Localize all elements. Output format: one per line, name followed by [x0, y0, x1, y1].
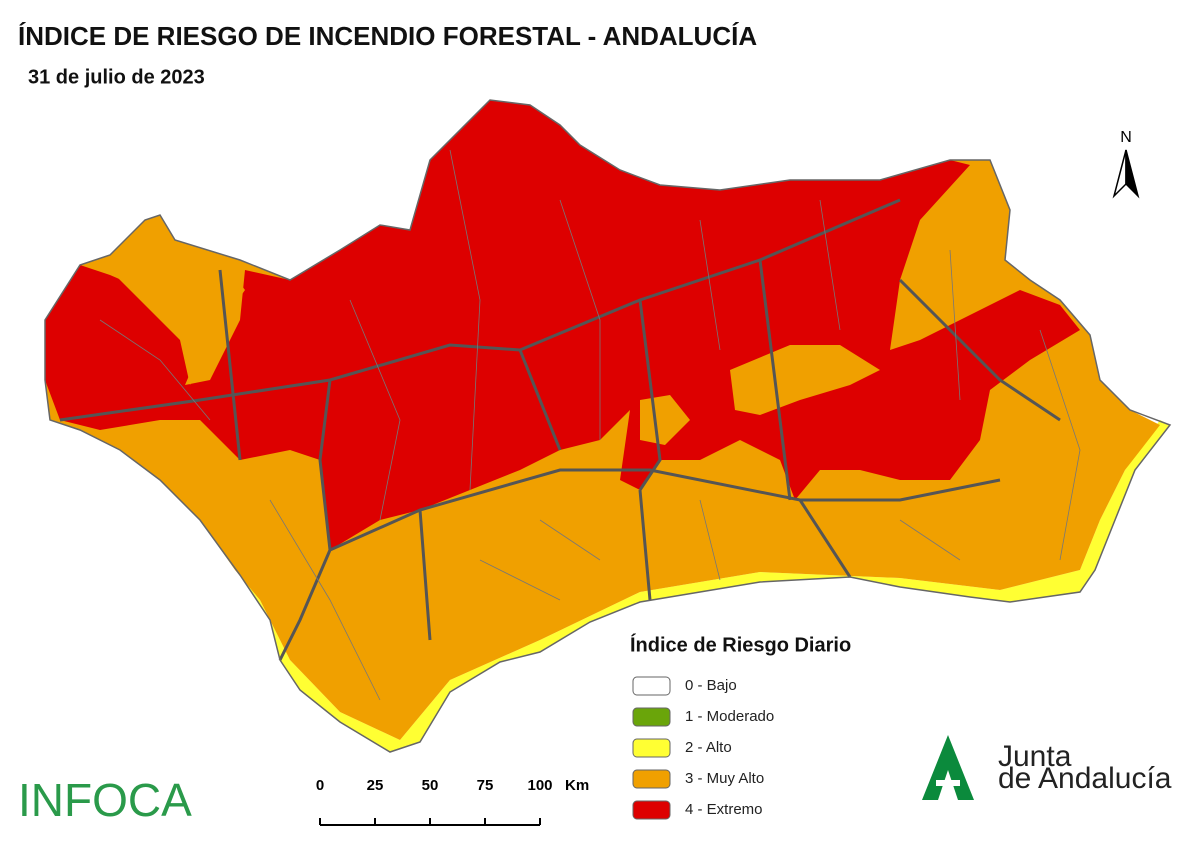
scale-label: 0: [316, 777, 324, 794]
junta-logo: Junta de Andalucía: [922, 735, 1172, 800]
legend-title: Índice de Riesgo Diario: [630, 633, 851, 656]
region-outline: [44, 99, 1172, 753]
north-arrow: N: [1112, 129, 1140, 199]
junta-emblem: [922, 735, 974, 800]
scale-unit: Km: [565, 777, 589, 794]
legend-label: 4 - Extremo: [685, 801, 763, 818]
region-yellow: [240, 420, 1170, 752]
title: ÍNDICE DE RIESGO DE INCENDIO FORESTAL - …: [18, 21, 757, 51]
legend-swatch: [632, 676, 671, 696]
legend-swatch: [632, 769, 671, 789]
junta-emblem-bar: [936, 780, 960, 786]
region-extremo: [45, 100, 1080, 550]
date: 31 de julio de 2023: [28, 66, 205, 88]
legend-label: 0 - Bajo: [685, 677, 737, 694]
region-muy-alto-inner: [730, 345, 880, 415]
north-label: N: [1120, 129, 1132, 146]
municipal-border: [99, 149, 1081, 701]
scale-label: 25: [367, 777, 384, 794]
north-arrow-right: [1125, 149, 1140, 199]
junta-line2: de Andalucía: [998, 762, 1172, 795]
scale-label: 50: [422, 777, 439, 794]
legend-label: 3 - Muy Alto: [685, 770, 764, 787]
legend-swatch: [632, 738, 671, 758]
legend-swatch: [632, 707, 671, 727]
legend-swatch: [632, 800, 671, 820]
scale-bar: 0 25 50 75 100 Km: [316, 777, 589, 826]
region-muy-alto-inner: [110, 240, 245, 385]
legend-label: 2 - Alto: [685, 739, 732, 756]
infoca-logo: INFOCA: [18, 774, 192, 826]
junta-line1: Junta: [998, 740, 1072, 773]
legend-label: 1 - Moderado: [685, 708, 774, 725]
legend: Índice de Riesgo Diario 0 - Bajo 1 - Mode…: [630, 633, 851, 820]
province-border: [59, 198, 1061, 661]
scale-label: 100: [527, 777, 552, 794]
map: [44, 99, 1172, 753]
scale-label: 75: [477, 777, 494, 794]
